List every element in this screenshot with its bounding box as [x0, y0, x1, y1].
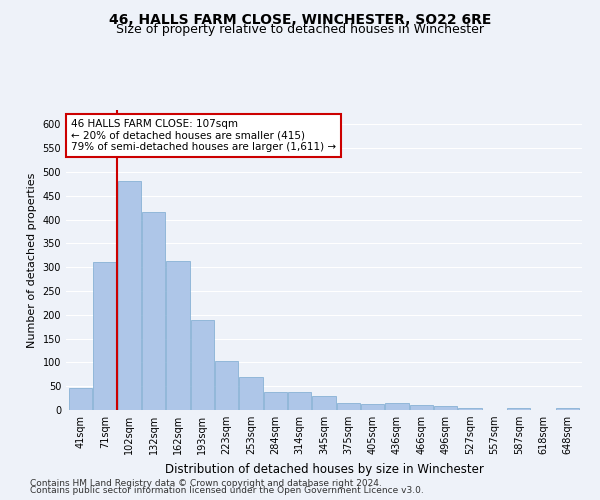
Y-axis label: Number of detached properties: Number of detached properties [27, 172, 37, 348]
X-axis label: Distribution of detached houses by size in Winchester: Distribution of detached houses by size … [164, 462, 484, 475]
Text: 46 HALLS FARM CLOSE: 107sqm
← 20% of detached houses are smaller (415)
79% of se: 46 HALLS FARM CLOSE: 107sqm ← 20% of det… [71, 119, 336, 152]
Text: Contains public sector information licensed under the Open Government Licence v3: Contains public sector information licen… [30, 486, 424, 495]
Text: Size of property relative to detached houses in Winchester: Size of property relative to detached ho… [116, 22, 484, 36]
Bar [142, 212, 165, 410]
Bar [69, 388, 92, 410]
Bar [434, 406, 457, 410]
Bar [458, 408, 482, 410]
Bar [264, 392, 287, 410]
Bar [385, 403, 409, 410]
Bar [166, 261, 190, 410]
Bar [410, 405, 433, 410]
Bar [191, 320, 214, 410]
Bar [361, 404, 384, 410]
Bar [288, 392, 311, 410]
Bar [239, 376, 263, 410]
Bar [556, 408, 579, 410]
Bar [118, 182, 141, 410]
Text: Contains HM Land Registry data © Crown copyright and database right 2024.: Contains HM Land Registry data © Crown c… [30, 478, 382, 488]
Bar [337, 404, 360, 410]
Bar [94, 262, 116, 410]
Text: 46, HALLS FARM CLOSE, WINCHESTER, SO22 6RE: 46, HALLS FARM CLOSE, WINCHESTER, SO22 6… [109, 12, 491, 26]
Bar [507, 408, 530, 410]
Bar [215, 361, 238, 410]
Bar [313, 396, 335, 410]
